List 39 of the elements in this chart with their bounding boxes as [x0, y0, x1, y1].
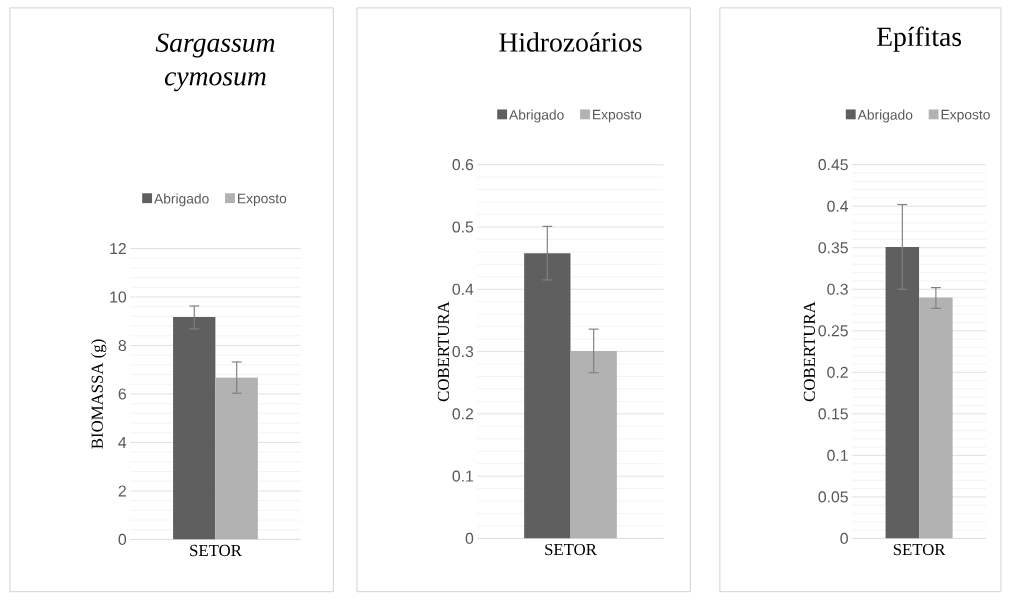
y-axis-title: COBERTURA [803, 301, 816, 402]
chart-title: Hidrozoários [499, 32, 642, 52]
y-tick-label: 0.2 [827, 366, 848, 379]
y-tick-label: 0.25 [818, 325, 848, 337]
y-tick-label: 4 [118, 437, 127, 449]
y-tick-label: 10 [110, 291, 127, 303]
legend-label: Exposto [941, 110, 990, 123]
x-tick-label: SETOR [545, 544, 597, 556]
x-tick-label: SETOR [893, 544, 946, 556]
y-tick-label: 0 [465, 533, 474, 545]
y-axis-title: COBERTURA [437, 301, 450, 402]
legend-label: Exposto [593, 110, 642, 123]
y-tick-label: 0.6 [452, 159, 474, 171]
y-tick-label: 0.35 [818, 242, 848, 254]
chart-title: Epífitas [876, 26, 962, 52]
x-tick-label: SETOR [190, 545, 242, 557]
y-tick-label: 0.3 [827, 283, 848, 296]
legend-label: Exposto [238, 193, 287, 207]
y-tick-label: 0.1 [827, 450, 848, 462]
y-axis-title: BIOMASSA (g) [91, 339, 107, 449]
y-tick-label: 0 [118, 534, 127, 546]
y-tick-label: 0.2 [452, 408, 474, 420]
y-tick-label: 0.15 [818, 408, 848, 420]
y-tick-label: 12 [110, 243, 126, 255]
legend-label: Abrigado [154, 193, 209, 207]
y-tick-label: 2 [118, 485, 126, 497]
y-tick-label: 0.4 [452, 283, 474, 296]
y-tick-label: 8 [118, 340, 126, 352]
y-tick-label: 0.45 [818, 159, 848, 171]
y-tick-label: 0.3 [452, 346, 474, 358]
legend-label: Abrigado [509, 109, 564, 123]
chart-title: Sargassum cymosum [155, 33, 275, 92]
y-tick-label: 0.5 [452, 221, 474, 233]
y-tick-label: 0 [840, 533, 848, 545]
legend-label: Abrigado [857, 109, 913, 123]
y-tick-label: 0.05 [818, 491, 848, 503]
y-tick-label: 0.4 [827, 200, 849, 213]
y-tick-label: 6 [118, 388, 126, 400]
y-tick-label: 0.1 [452, 470, 474, 482]
